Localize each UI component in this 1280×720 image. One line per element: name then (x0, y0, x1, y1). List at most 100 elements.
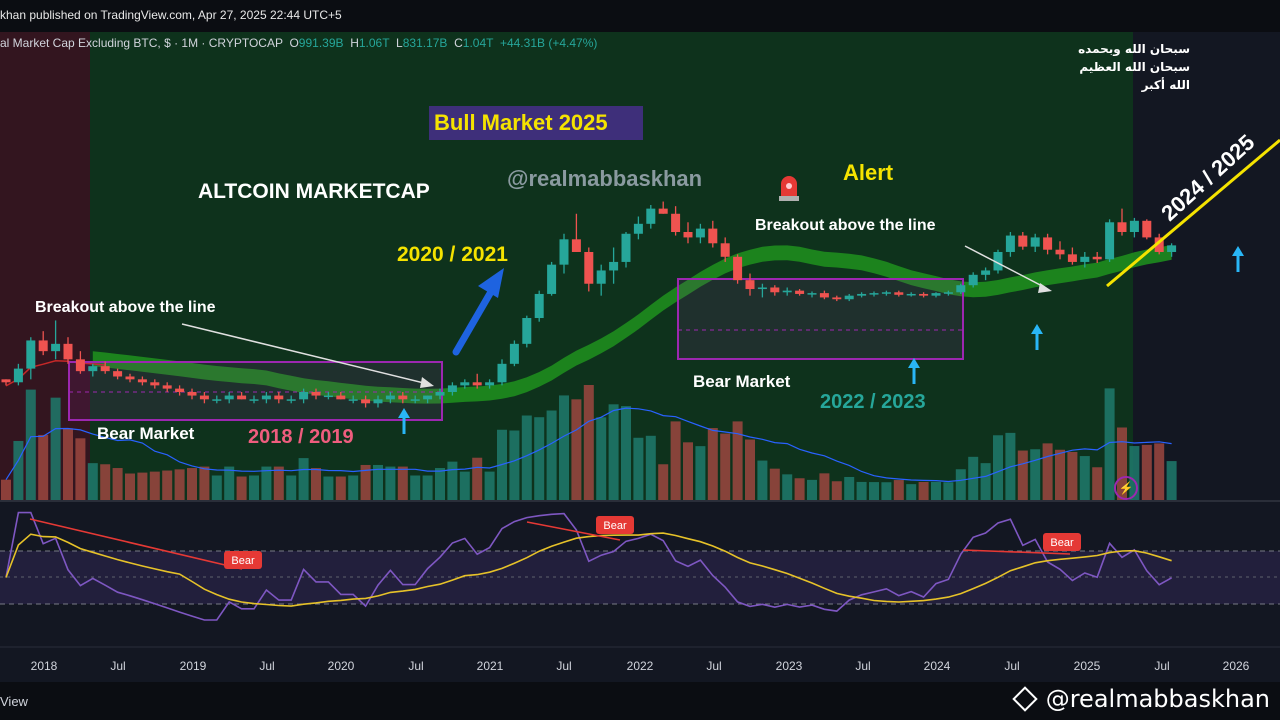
candle-body (881, 292, 891, 294)
candle-body (894, 292, 904, 295)
volume-bar (1079, 456, 1090, 500)
candle-body (113, 371, 123, 377)
watermark-text: @realmabbaskhan (507, 166, 703, 191)
candle-body (522, 318, 532, 344)
bear-label-bg (596, 516, 634, 534)
volume-bar (1092, 467, 1103, 500)
volume-bar (571, 399, 582, 500)
candle-body (844, 295, 854, 300)
volume-bar (298, 458, 309, 500)
high-label: H (350, 36, 359, 50)
x-tick-label: 2024 (924, 659, 951, 673)
bull-market-label: Bull Market 2025 (434, 110, 608, 135)
year-label-2020-2021: 2020 / 2021 (397, 243, 508, 266)
view-label[interactable]: View (0, 694, 28, 709)
x-tick-label: Jul (259, 659, 274, 673)
bear-label: Bear (231, 555, 255, 567)
x-tick-label: Jul (556, 659, 571, 673)
volume-bar (769, 468, 780, 500)
candle-body (249, 399, 259, 401)
candle-body (733, 256, 743, 281)
arabic-line-2: سبحان الله العظيم (1079, 60, 1190, 74)
volume-bar (670, 421, 681, 500)
candle-body (1117, 222, 1127, 232)
lightning-icon[interactable]: ⚡ (1114, 476, 1138, 500)
candle-body (13, 368, 23, 383)
candle-body (26, 340, 36, 369)
volume-bar (199, 466, 210, 500)
candle-body (423, 395, 433, 400)
candle-body (75, 359, 85, 372)
volume-bar (645, 435, 656, 500)
low-value: 831.17B (402, 36, 448, 50)
candle-body (708, 228, 718, 244)
close-value: 1.04T (462, 36, 494, 50)
candle-body (150, 382, 160, 386)
candle-body (361, 399, 371, 404)
volume-bar (311, 468, 321, 500)
arabic-line-1: سبحان الله وبحمده (1078, 42, 1190, 56)
candle-body (274, 395, 284, 400)
candle-body (968, 274, 978, 286)
volume-bar (162, 470, 173, 500)
candle-body (162, 385, 172, 389)
candle-body (460, 382, 470, 386)
volume-bar (484, 471, 495, 500)
volume-bar (187, 468, 197, 500)
volume-bar (881, 482, 892, 500)
candle-body (795, 290, 805, 294)
volume-bar (621, 406, 631, 500)
candle-body (125, 376, 135, 380)
candle-body (410, 399, 420, 401)
candle-body (931, 293, 941, 296)
candle-body (385, 395, 395, 400)
volume-bar (807, 479, 817, 500)
candle-body (1055, 249, 1065, 255)
low-label: L (396, 36, 403, 50)
arabic-text: سبحان الله وبحمده سبحان الله العظيم الله… (1040, 40, 1190, 94)
candle-body (596, 270, 606, 284)
volume-bar (174, 469, 185, 500)
x-axis: 2018 Jul 2019 Jul 2020 Jul 2021 Jul 2022 Jul 2023 J… (31, 659, 1250, 673)
bear-label-bg (1043, 533, 1081, 551)
volume-bar (869, 482, 879, 500)
candle-body (757, 287, 767, 290)
x-tick-label: Jul (1154, 659, 1169, 673)
publish-bar: khan published on TradingView.com, Apr 2… (0, 0, 1280, 32)
candle-body (1092, 256, 1102, 260)
cyan-arrow-2024-head (1031, 324, 1043, 334)
volume-bar (50, 397, 61, 500)
volume-bar (509, 430, 520, 500)
volume-bar (261, 466, 272, 500)
divergence-line-3 (962, 549, 1071, 555)
volume-bar (844, 476, 855, 500)
volume-bar (1129, 446, 1140, 500)
volume-bar (385, 466, 396, 500)
high-value: 1.06T (358, 36, 390, 50)
close-label: C (454, 36, 463, 50)
volume-bar (1154, 443, 1165, 500)
bear-label: Bear (1050, 537, 1074, 549)
candle-body (100, 366, 110, 372)
breakout-arrow-2019-head (420, 377, 434, 388)
volume-bar (521, 415, 532, 500)
volume-bar (1166, 461, 1177, 500)
bear-label-bg (224, 551, 262, 569)
bear-market-label-1: Bear Market (97, 424, 195, 443)
candle-body (1043, 237, 1053, 250)
symbol-name[interactable]: al Market Cap Excluding BTC, $ · 1M · CR… (0, 36, 283, 50)
volume-bar (87, 463, 98, 500)
candle-body (1154, 237, 1164, 252)
candle-body (683, 232, 693, 238)
candle-body (237, 395, 247, 400)
divergence-line-2 (526, 521, 621, 541)
volume-bar (931, 481, 941, 500)
candle-body (485, 382, 495, 386)
candle-body (348, 399, 358, 401)
candle-body (956, 285, 966, 293)
volume-bar (348, 475, 359, 500)
bottom-bar: View (0, 682, 1280, 720)
volume-bar (955, 469, 966, 500)
x-tick-label: 2018 (31, 659, 58, 673)
candle-body (633, 223, 643, 234)
